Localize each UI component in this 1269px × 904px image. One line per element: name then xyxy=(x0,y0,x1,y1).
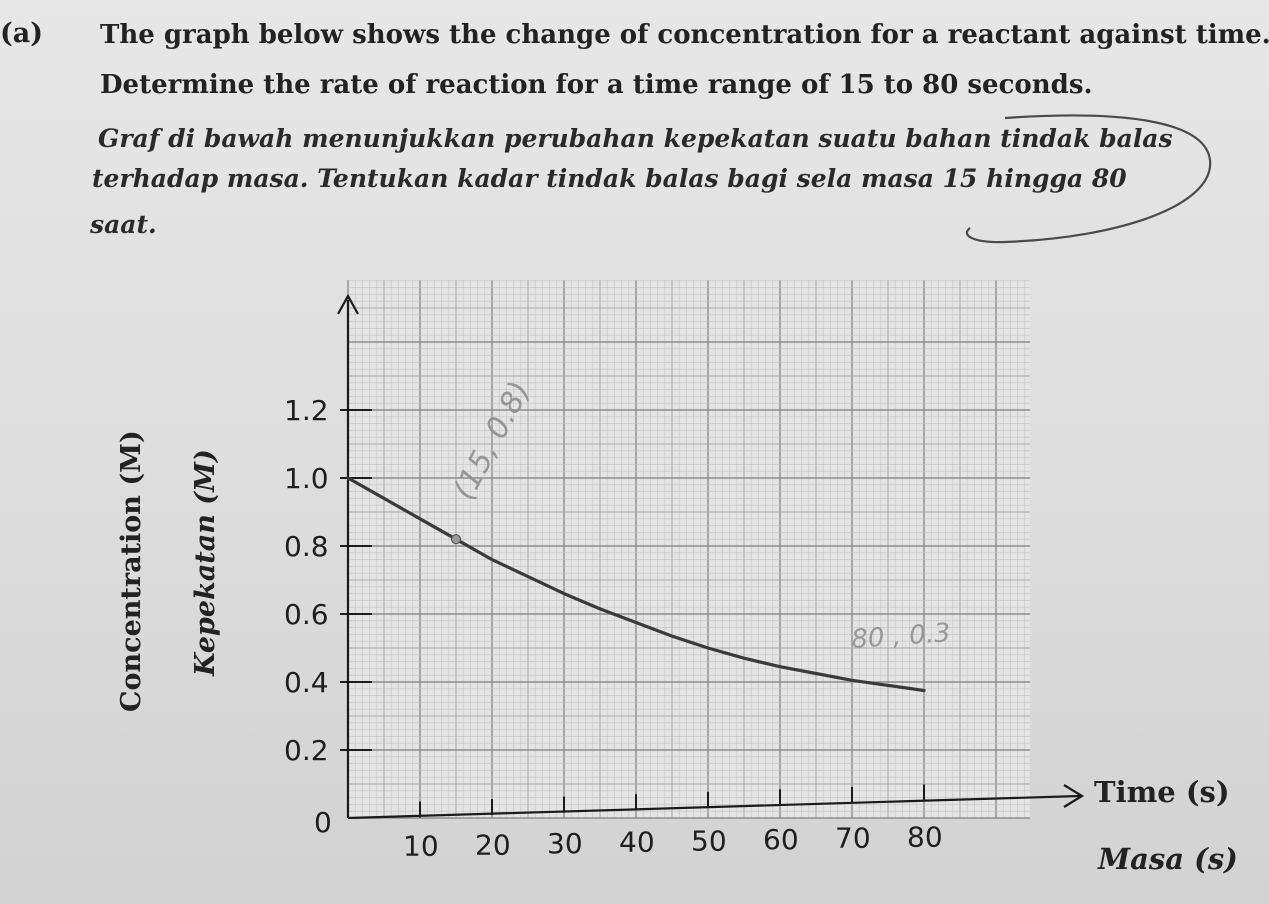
y-axis-label-malay: Kepekatan (M) xyxy=(190,449,221,676)
x-axis-label: Time (s) xyxy=(1094,775,1230,809)
concentration-curve xyxy=(346,476,926,693)
marked-point xyxy=(450,534,462,545)
question-label: (a) xyxy=(0,18,44,49)
grid-background xyxy=(348,280,1030,818)
y-tick-label: 0.8 xyxy=(284,530,329,563)
y-axis-arrow xyxy=(337,293,359,315)
x-tick-label: 40 xyxy=(619,826,655,859)
pen-loop-annotation xyxy=(965,114,1212,244)
graph-paper-grid xyxy=(347,280,1030,819)
pencil-annotation: 80 , 0.3 xyxy=(850,618,951,655)
question-malay-line-1: Graf di bawah menunjukkan perubahan kepe… xyxy=(98,124,1173,153)
x-axis-label-malay: Masa (s) xyxy=(1098,842,1238,876)
x-tick-label: 80 xyxy=(907,820,943,853)
question-english-line-2: Determine the rate of reaction for a tim… xyxy=(100,70,1093,100)
question-english-line-1: The graph below shows the change of conc… xyxy=(100,20,1269,50)
y-tick-label: 0.6 xyxy=(284,598,329,631)
x-tick-label: 50 xyxy=(691,824,727,857)
question-malay-line-3: saat. xyxy=(90,210,157,239)
x-tick-label: 70 xyxy=(835,822,871,855)
y-tick-label: 1.2 xyxy=(284,394,329,427)
x-axis-line xyxy=(347,794,1081,820)
origin-label: 0 xyxy=(314,806,332,839)
y-tick-label: 0.2 xyxy=(284,734,329,767)
x-axis-arrow xyxy=(1063,784,1085,808)
x-tick-label: 10 xyxy=(403,830,439,863)
x-tick-label: 20 xyxy=(475,828,511,861)
x-tick-label: 30 xyxy=(547,827,583,860)
x-tick-label: 60 xyxy=(763,823,799,856)
question-malay-line-2: terhadap masa. Tentukan kadar tindak bal… xyxy=(92,164,1127,193)
y-axis-label: Concentration (M) xyxy=(116,430,147,712)
chart-ticks: 0 0.2 0.4 0.6 0.8 1.0 1.2 10 20 30 40 50 60 70 80 xyxy=(284,394,943,863)
chart-axes xyxy=(337,293,1085,820)
y-tick-label: 0.4 xyxy=(284,666,329,699)
chart-series xyxy=(346,476,926,693)
y-tick-label: 1.0 xyxy=(284,462,329,495)
